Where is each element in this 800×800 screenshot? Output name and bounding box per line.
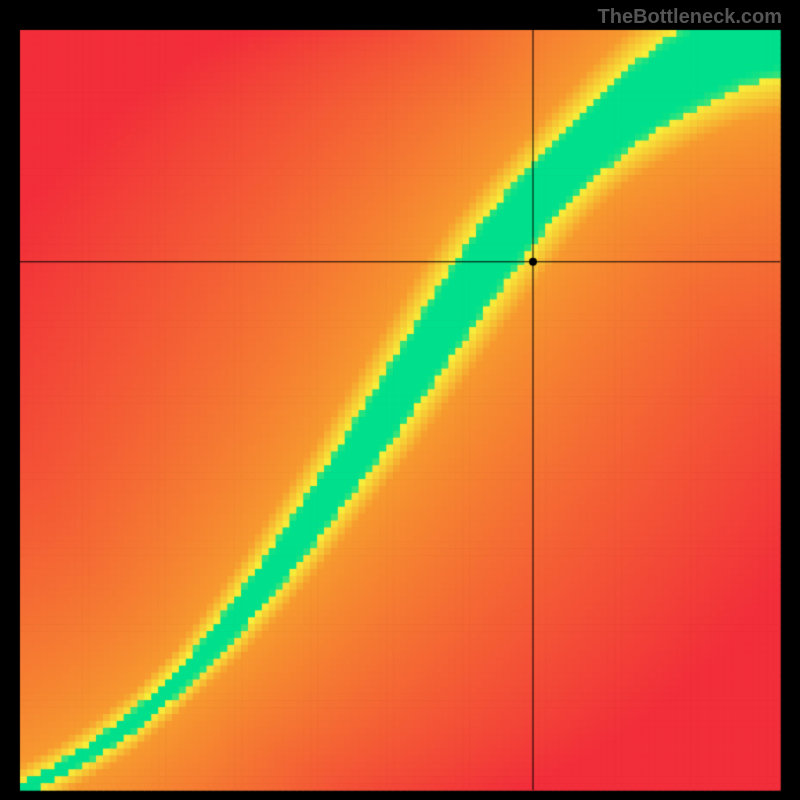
watermark-text: TheBottleneck.com xyxy=(598,6,782,29)
bottleneck-heatmap xyxy=(0,0,800,800)
chart-container: TheBottleneck.com xyxy=(0,0,800,800)
